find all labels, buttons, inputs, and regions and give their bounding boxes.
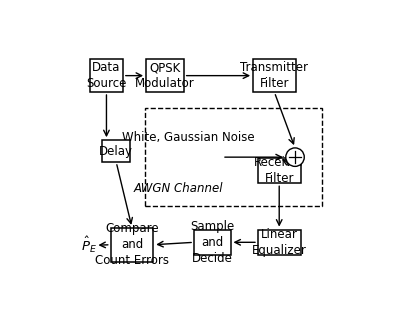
- Bar: [258, 158, 300, 183]
- Text: QPSK
Modulator: QPSK Modulator: [135, 61, 195, 90]
- Bar: [111, 228, 153, 262]
- Circle shape: [286, 148, 304, 167]
- Bar: [258, 229, 300, 255]
- Text: White, Gaussian Noise: White, Gaussian Noise: [122, 131, 254, 144]
- Bar: [102, 140, 130, 162]
- Text: Transmitter
Filter: Transmitter Filter: [240, 61, 308, 90]
- Bar: [90, 59, 123, 92]
- Text: $\hat{P}_E$: $\hat{P}_E$: [82, 235, 97, 255]
- Text: Data
Source: Data Source: [86, 61, 127, 90]
- Bar: [194, 229, 230, 255]
- Text: Sample
and
Decide: Sample and Decide: [190, 220, 234, 265]
- Text: Compare
and
Count Errors: Compare and Count Errors: [95, 222, 169, 267]
- Text: Receiver
Filter: Receiver Filter: [254, 156, 305, 185]
- Text: AWGN Channel: AWGN Channel: [134, 182, 223, 195]
- Bar: [146, 59, 184, 92]
- Bar: [253, 59, 296, 92]
- Bar: [145, 108, 322, 206]
- Text: Delay: Delay: [99, 144, 133, 158]
- Text: Linear
Equalizer: Linear Equalizer: [252, 228, 307, 257]
